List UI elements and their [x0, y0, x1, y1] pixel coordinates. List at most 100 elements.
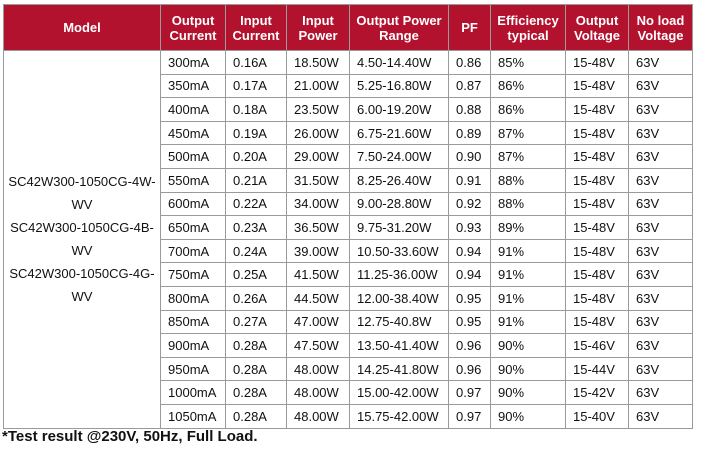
table-row: 900mA 0.28A 47.50W 13.50-41.40W 0.96 90% 15-46…	[4, 333, 693, 358]
pf-cell: 0.96	[448, 356, 491, 382]
input-power-cell: 48.00W	[286, 380, 350, 405]
input-power-cell: 48.00W	[286, 356, 350, 382]
output-current-cell: 900mA	[160, 333, 226, 358]
output-power-range-cell: 4.50-14.40W	[349, 50, 449, 75]
input-current-cell: 0.21A	[225, 167, 287, 193]
pf-cell: 0.86	[448, 50, 491, 75]
efficiency-cell: 91%	[490, 285, 566, 311]
efficiency-cell: 90%	[490, 380, 566, 405]
output-current-cell: 700mA	[160, 238, 226, 264]
input-power-cell: 47.50W	[286, 333, 350, 358]
pf-cell: 0.97	[448, 380, 491, 405]
header-row: Model Output Current Input Current Input Po…	[3, 4, 693, 51]
table-row: SC42W300-1050CG-4W- WV SC42W300-1050CG-4B-…	[3, 50, 693, 429]
footnote: *Test result @230V, 50Hz, Full Load.	[2, 428, 258, 445]
input-current-cell: 0.28A	[225, 380, 287, 405]
output-power-range-cell: 8.25-26.40W	[349, 167, 449, 193]
output-power-range-cell: 15.00-42.00W	[349, 380, 449, 405]
output-voltage-cell: 15-48V	[565, 285, 629, 311]
no-load-voltage-cell: 63V	[628, 262, 693, 287]
no-load-voltage-cell: 63V	[628, 167, 693, 193]
pf-cell: 0.95	[448, 309, 491, 335]
input-current-cell: 0.16A	[225, 50, 287, 75]
output-current-cell: 600mA	[160, 191, 226, 217]
efficiency-cell: 87%	[490, 120, 566, 146]
efficiency-cell: 87%	[490, 144, 566, 169]
header-model: Model	[3, 4, 161, 51]
table-row: 850mA 0.27A 47.00W 12.75-40.8W 0.95 91% 15-48V…	[4, 309, 693, 335]
header-output-voltage: Output Voltage	[565, 4, 629, 51]
output-current-cell: 450mA	[160, 120, 226, 146]
input-power-cell: 48.00W	[286, 403, 350, 429]
output-current-cell: 800mA	[160, 285, 226, 311]
efficiency-cell: 86%	[490, 97, 566, 122]
input-power-cell: 18.50W	[286, 50, 350, 75]
input-current-cell: 0.17A	[225, 73, 287, 99]
efficiency-cell: 88%	[490, 191, 566, 217]
model-name-line: WV	[71, 289, 93, 305]
no-load-voltage-cell: 63V	[628, 356, 693, 382]
output-current-cell: 1000mA	[160, 380, 226, 405]
efficiency-cell: 89%	[490, 215, 566, 240]
model-cell: SC42W300-1050CG-4W- WV SC42W300-1050CG-4B-…	[3, 50, 161, 429]
output-current-cell: 750mA	[160, 262, 226, 287]
input-power-cell: 47.00W	[286, 309, 350, 335]
input-power-cell: 29.00W	[286, 144, 350, 169]
table-body: SC42W300-1050CG-4W- WV SC42W300-1050CG-4B-…	[3, 50, 693, 429]
header-pf: PF	[448, 4, 491, 51]
efficiency-cell: 91%	[490, 262, 566, 287]
pf-cell: 0.97	[448, 403, 491, 429]
output-voltage-cell: 15-48V	[565, 215, 629, 240]
input-current-cell: 0.27A	[225, 309, 287, 335]
table-row: 650mA 0.23A 36.50W 9.75-31.20W 0.93 89% 15-48V…	[4, 215, 693, 240]
output-power-range-cell: 12.75-40.8W	[349, 309, 449, 335]
pf-cell: 0.94	[448, 238, 491, 264]
output-voltage-cell: 15-48V	[565, 262, 629, 287]
table-row: 700mA 0.24A 39.00W 10.50-33.60W 0.94 91% 15-48…	[4, 238, 693, 264]
output-voltage-cell: 15-48V	[565, 238, 629, 264]
output-voltage-cell: 15-48V	[565, 309, 629, 335]
output-power-range-cell: 11.25-36.00W	[349, 262, 449, 287]
header-input-power: Input Power	[286, 4, 350, 51]
output-power-range-cell: 7.50-24.00W	[349, 144, 449, 169]
input-current-cell: 0.22A	[225, 191, 287, 217]
model-name-line: SC42W300-1050CG-4W-	[8, 174, 156, 190]
input-current-cell: 0.20A	[225, 144, 287, 169]
model-name-line: SC42W300-1050CG-4B-	[10, 220, 154, 236]
no-load-voltage-cell: 63V	[628, 380, 693, 405]
spec-table: Model Output Current Input Current Input Po…	[3, 4, 693, 429]
output-power-range-cell: 9.75-31.20W	[349, 215, 449, 240]
input-current-cell: 0.18A	[225, 97, 287, 122]
input-power-cell: 31.50W	[286, 167, 350, 193]
output-voltage-cell: 15-48V	[565, 50, 629, 75]
output-voltage-cell: 15-42V	[565, 380, 629, 405]
output-voltage-cell: 15-44V	[565, 356, 629, 382]
output-power-range-cell: 12.00-38.40W	[349, 285, 449, 311]
efficiency-cell: 85%	[490, 50, 566, 75]
output-voltage-cell: 15-46V	[565, 333, 629, 358]
table-row: 450mA 0.19A 26.00W 6.75-21.60W 0.89 87% 15-48V…	[4, 120, 693, 146]
input-current-cell: 0.28A	[225, 333, 287, 358]
input-current-cell: 0.28A	[225, 356, 287, 382]
table-row: 500mA 0.20A 29.00W 7.50-24.00W 0.90 87% 15-48V…	[4, 144, 693, 169]
output-power-range-cell: 6.00-19.20W	[349, 97, 449, 122]
efficiency-cell: 86%	[490, 73, 566, 99]
output-power-range-cell: 13.50-41.40W	[349, 333, 449, 358]
table-row: 950mA 0.28A 48.00W 14.25-41.80W 0.96 90% 15-44…	[4, 356, 693, 382]
output-voltage-cell: 15-48V	[565, 120, 629, 146]
efficiency-cell: 90%	[490, 333, 566, 358]
input-current-cell: 0.26A	[225, 285, 287, 311]
no-load-voltage-cell: 63V	[628, 215, 693, 240]
pf-cell: 0.91	[448, 167, 491, 193]
input-current-cell: 0.24A	[225, 238, 287, 264]
table-row: 400mA 0.18A 23.50W 6.00-19.20W 0.88 86% 15-48V…	[4, 97, 693, 122]
input-current-cell: 0.19A	[225, 120, 287, 146]
efficiency-cell: 88%	[490, 167, 566, 193]
output-power-range-cell: 15.75-42.00W	[349, 403, 449, 429]
no-load-voltage-cell: 63V	[628, 191, 693, 217]
output-current-cell: 300mA	[160, 50, 226, 75]
input-current-cell: 0.28A	[225, 403, 287, 429]
table-row: 1000mA 0.28A 48.00W 15.00-42.00W 0.97 90% 15-4…	[4, 380, 693, 405]
input-power-cell: 23.50W	[286, 97, 350, 122]
output-current-cell: 650mA	[160, 215, 226, 240]
